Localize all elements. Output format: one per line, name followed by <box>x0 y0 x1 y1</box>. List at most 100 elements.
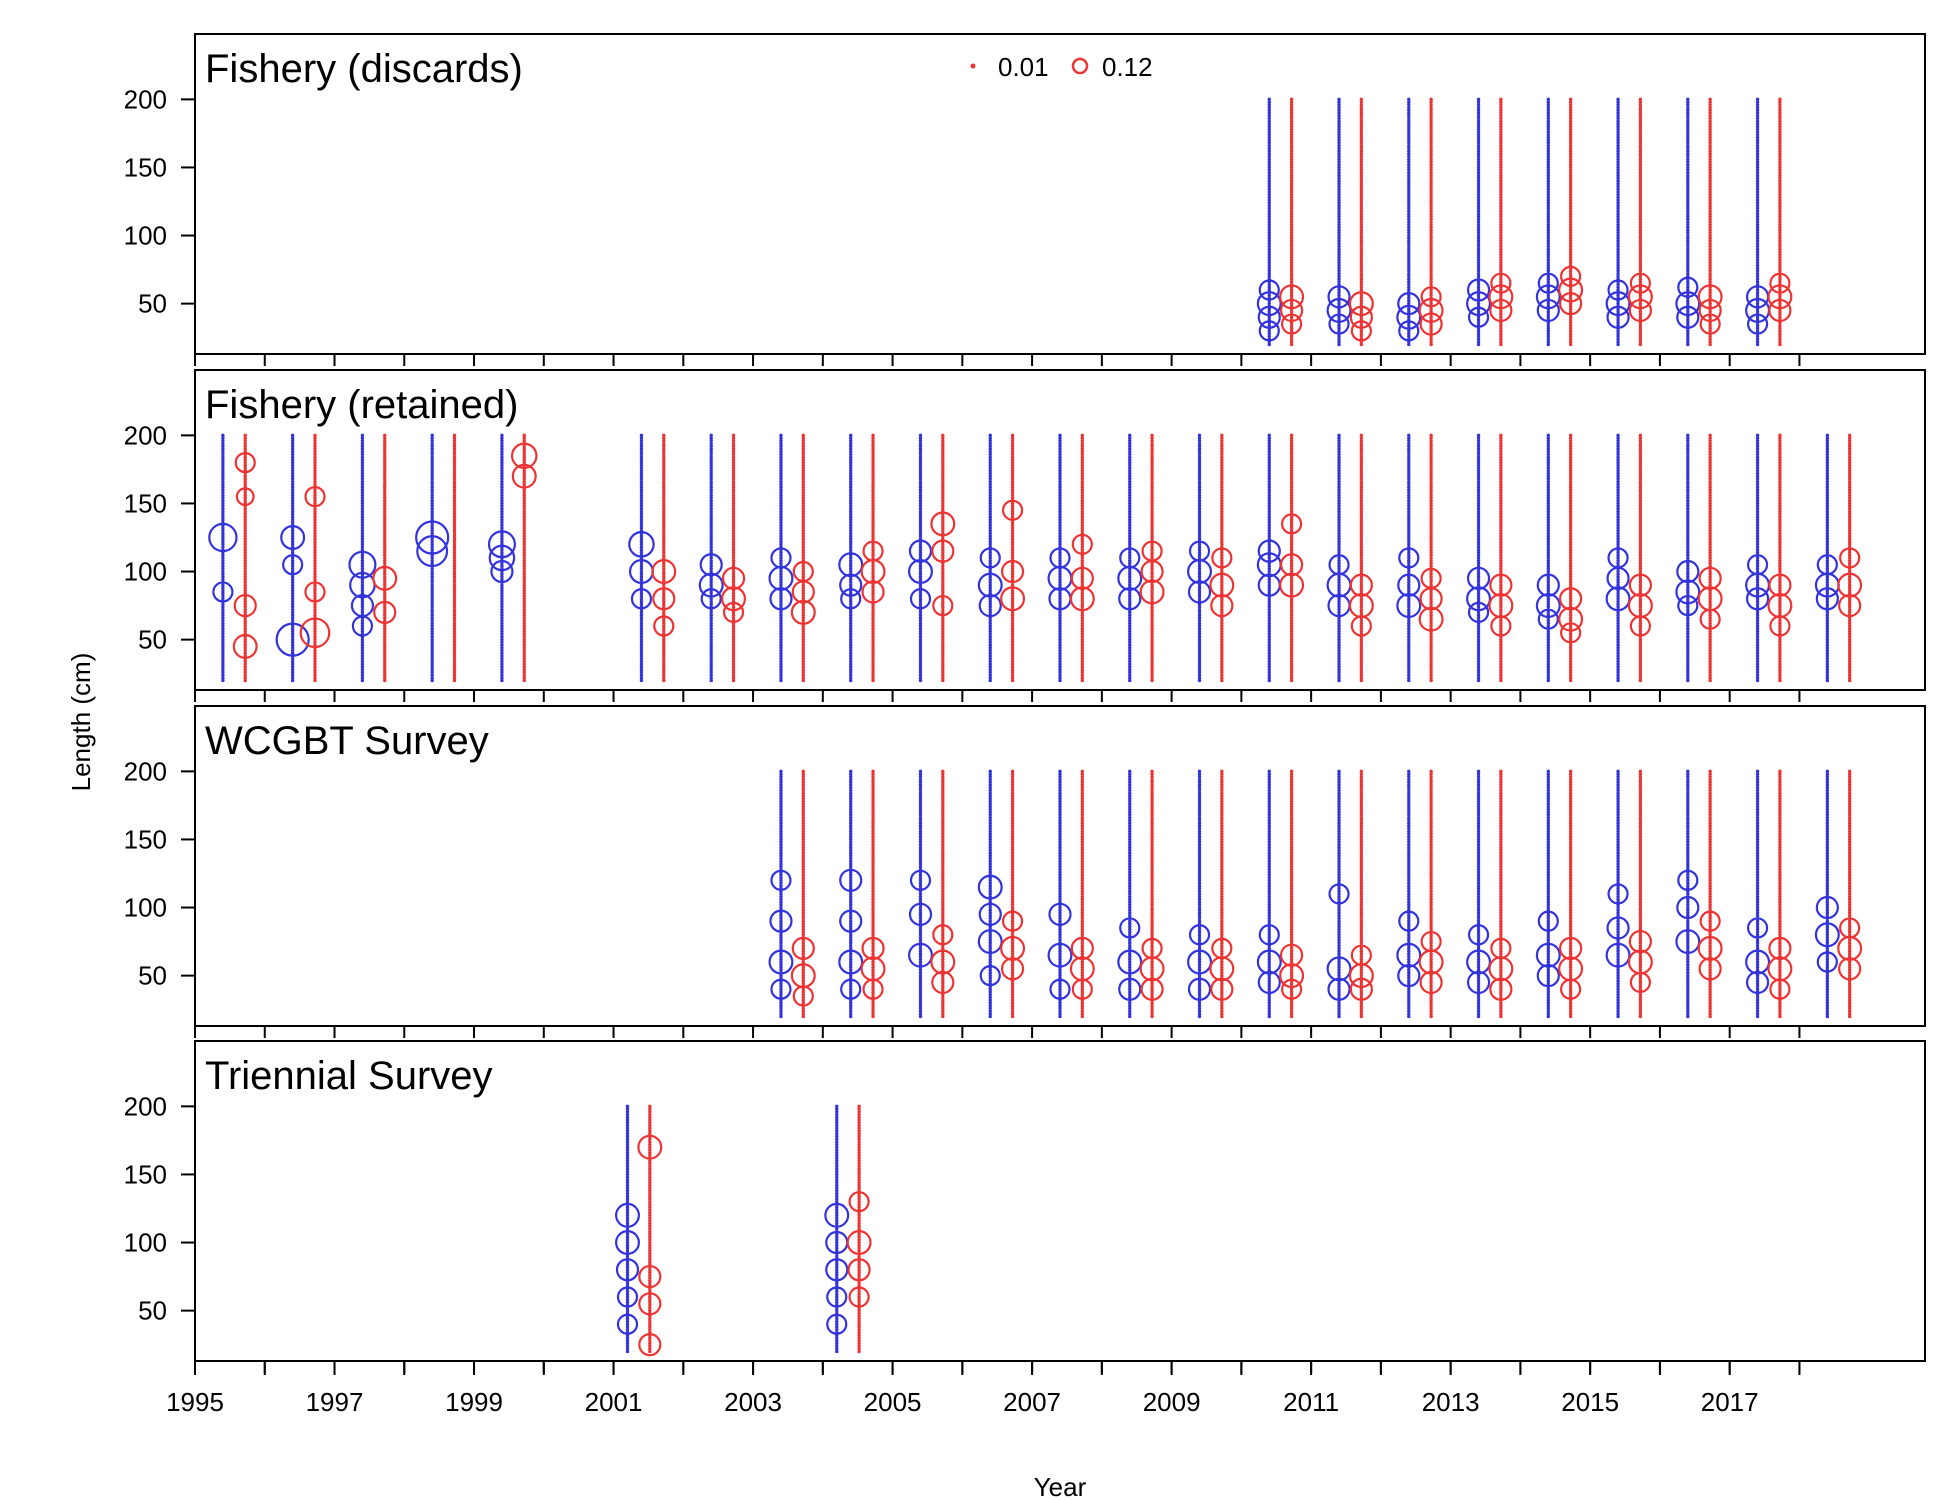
male-small-point <box>1429 307 1433 311</box>
male-small-point <box>1708 326 1712 330</box>
male-small-point <box>1499 160 1503 164</box>
female-small-point <box>1407 114 1411 118</box>
male-small-point <box>1499 269 1503 273</box>
female-small-point <box>1407 176 1411 181</box>
male-small-point <box>1429 103 1433 107</box>
male-bubble <box>1279 298 1304 323</box>
male-small-point <box>1289 157 1294 161</box>
female-small-point <box>1267 310 1271 314</box>
female-small-point <box>290 613 295 617</box>
female-small-point <box>1546 244 1551 249</box>
male-small-point <box>1359 285 1364 289</box>
female-small-point <box>1755 168 1760 172</box>
female-small-point <box>1407 244 1411 249</box>
female-small-point <box>1337 315 1341 319</box>
female-small-point <box>1407 231 1411 235</box>
male-small-point <box>243 463 247 468</box>
female-small-point <box>1755 329 1760 333</box>
female-small-point <box>1407 247 1411 251</box>
female-small-point <box>1546 269 1551 273</box>
female-small-point <box>1616 247 1620 251</box>
male-small-point <box>1289 288 1294 292</box>
male-bubble <box>1348 291 1374 317</box>
female-small-point <box>290 534 295 538</box>
female-small-point <box>1686 209 1690 213</box>
female-small-point <box>1407 192 1411 197</box>
female-small-point <box>1686 269 1690 273</box>
male-small-point <box>1778 329 1782 333</box>
male-small-point <box>1499 143 1503 148</box>
female-small-point <box>1755 141 1760 145</box>
female-small-point <box>1616 133 1620 137</box>
male-small-point <box>1778 138 1782 142</box>
male-small-point <box>1359 124 1364 129</box>
male-small-point <box>243 507 247 511</box>
male-small-point <box>1359 212 1364 216</box>
male-small-point <box>243 558 247 563</box>
male-small-point <box>1499 152 1503 156</box>
male-small-point <box>1429 212 1433 216</box>
female-small-point <box>1337 171 1341 175</box>
female-small-point <box>1476 176 1481 181</box>
male-small-point <box>1568 152 1573 156</box>
female-small-point <box>1755 176 1760 181</box>
female-small-point <box>1686 171 1690 175</box>
male-small-point <box>1778 143 1782 148</box>
male-small-point <box>1568 103 1573 107</box>
male-small-point <box>1708 231 1712 235</box>
female-small-point <box>1755 225 1760 230</box>
female-small-point <box>1337 184 1341 189</box>
female-small-point <box>1407 149 1411 153</box>
female-small-point <box>1267 105 1271 110</box>
male-small-point <box>1638 293 1643 298</box>
female-small-point <box>1407 255 1411 260</box>
female-small-point <box>1755 143 1760 148</box>
female-small-point <box>1686 247 1690 251</box>
y-tick-label: 150 <box>124 488 167 518</box>
male-small-point <box>1429 138 1433 142</box>
male-small-point <box>1638 220 1643 224</box>
female-small-point <box>1616 212 1620 216</box>
male-small-point <box>1429 133 1433 137</box>
female-small-point <box>1476 250 1481 254</box>
male-small-point <box>1359 231 1364 235</box>
male-small-point <box>1568 198 1573 202</box>
female-small-point <box>1407 323 1411 328</box>
female-small-point <box>221 504 225 508</box>
female-small-point <box>1407 209 1411 213</box>
male-small-point <box>1429 217 1433 221</box>
male-small-point <box>1429 130 1433 134</box>
female-small-point <box>1755 326 1760 330</box>
female-small-point <box>1337 203 1341 208</box>
female-small-point <box>1686 340 1690 344</box>
female-small-point <box>290 665 295 669</box>
female-small-point <box>1128 433 1132 438</box>
female-small-point <box>221 597 225 601</box>
female-small-point <box>1267 255 1271 260</box>
female-small-point <box>1686 329 1690 333</box>
male-bubble <box>1629 272 1651 294</box>
female-small-point <box>1686 168 1690 172</box>
female-small-point <box>1267 285 1271 289</box>
male-small-point <box>243 667 247 672</box>
male-small-point <box>1499 433 1503 438</box>
male-small-point <box>1499 190 1503 194</box>
female-small-point <box>221 588 225 593</box>
male-small-point <box>1708 160 1712 164</box>
female-small-point <box>1546 195 1551 200</box>
male-small-point <box>1778 269 1782 273</box>
male-small-point <box>243 550 247 555</box>
male-small-point <box>1499 201 1503 205</box>
male-small-point <box>1499 119 1503 123</box>
male-small-point <box>1499 135 1503 140</box>
panel-title: Fishery (discards) <box>205 47 523 91</box>
male-small-point <box>1359 127 1364 132</box>
female-small-point <box>1337 138 1341 142</box>
female-small-point <box>1407 124 1411 129</box>
male-small-point <box>1708 195 1712 200</box>
male-small-point <box>1499 100 1503 104</box>
female-small-point <box>1755 111 1760 115</box>
female-small-point <box>1546 138 1551 142</box>
male-small-point <box>1778 231 1782 235</box>
